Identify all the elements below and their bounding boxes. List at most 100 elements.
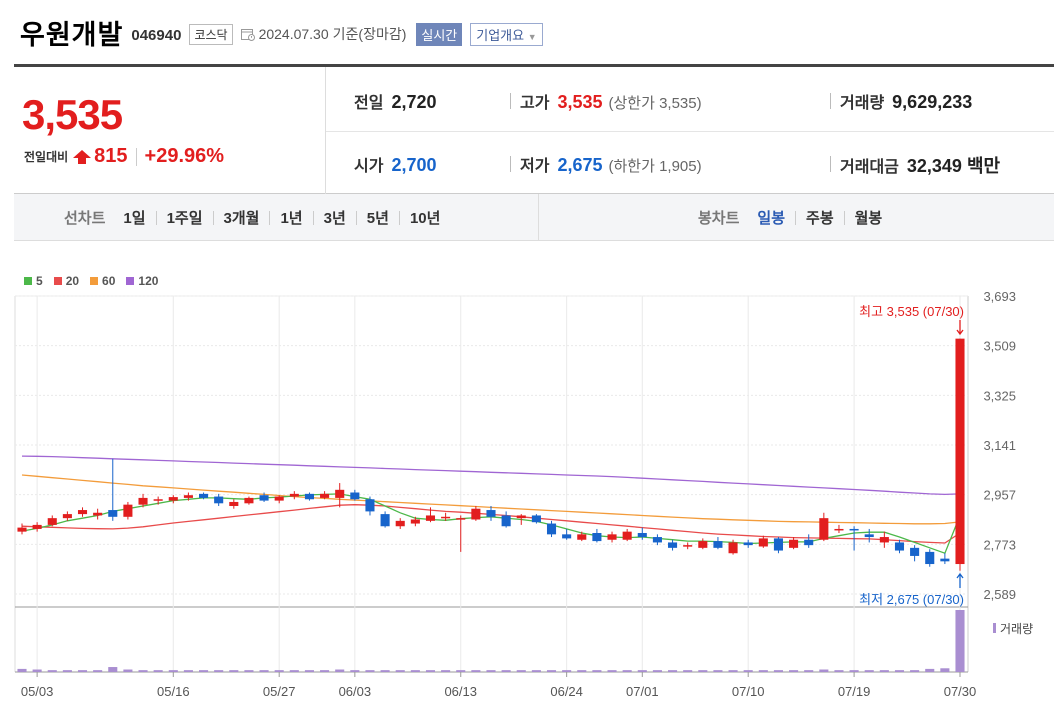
high-value: 3,535: [557, 92, 603, 112]
y-tick-label: 2,957: [983, 488, 1016, 503]
volume-bar: [274, 670, 284, 672]
tab-3y[interactable]: 3년: [323, 210, 346, 227]
candle-body: [698, 541, 708, 548]
tab-weekly[interactable]: 주봉: [806, 210, 834, 227]
upper-limit: (상한가 3,535): [608, 95, 702, 112]
tab-1y[interactable]: 1년: [280, 210, 303, 227]
volume-bar: [183, 670, 193, 672]
candle-body: [668, 542, 678, 548]
legend-swatch: [53, 277, 62, 285]
candle-body: [925, 551, 935, 565]
candle-body: [728, 542, 738, 554]
candle-body: [577, 534, 587, 540]
tab-1d[interactable]: 1일: [123, 210, 146, 227]
tab-3m[interactable]: 3개월: [223, 210, 260, 227]
candle-body: [410, 519, 420, 524]
volume-bar: [62, 670, 72, 672]
divider: [830, 156, 831, 172]
tab-daily[interactable]: 일봉: [757, 210, 786, 227]
volume-bar: [320, 670, 330, 672]
volume-bar: [955, 610, 965, 672]
legend-item: 120: [126, 274, 158, 288]
tab-1w[interactable]: 1주일: [166, 210, 203, 227]
high-label: 고가: [520, 95, 550, 112]
base-date-suffix: 기준(장마감): [332, 26, 407, 42]
legend-label: 5: [36, 274, 43, 288]
divider: [510, 156, 511, 172]
candle-body: [289, 493, 299, 497]
candle-body: [864, 534, 874, 538]
volume-bar: [456, 670, 466, 672]
volume-bar: [789, 670, 799, 672]
candle-body: [365, 499, 375, 512]
volume-bar: [940, 668, 950, 672]
volume-label: 거래량: [1000, 622, 1033, 636]
prev-label: 전일: [354, 95, 384, 112]
divider: [510, 93, 511, 109]
candle-body: [425, 515, 436, 521]
realtime-button[interactable]: 실시간: [416, 22, 463, 46]
trade-amount: 거래대금 32,349 백만: [840, 152, 1000, 178]
volume-bar: [168, 670, 178, 672]
volume-bar: [804, 670, 814, 672]
high-annotation: 최고 3,535 (07/30): [859, 304, 964, 319]
candle-body: [47, 518, 57, 525]
divider: [312, 210, 314, 225]
volume-bar: [199, 670, 209, 672]
volume-bar: [516, 670, 526, 672]
legend-label: 60: [102, 274, 116, 288]
candle-body: [471, 508, 481, 520]
y-tick-label: 2,773: [983, 537, 1016, 552]
amount-label: 거래대금: [840, 159, 899, 176]
legend-item: 60: [90, 274, 115, 288]
volume-bar: [773, 670, 783, 672]
candle-chart-label: 봉차트: [698, 210, 740, 227]
candle-body: [259, 495, 269, 501]
amount-unit: 백만: [966, 156, 1001, 176]
chart-tab-bar: 선차트 1일 1주일 3개월 1년 3년 5년 10년 봉차트 일봉 주봉 월봉: [14, 194, 1054, 241]
candle-body: [108, 510, 118, 517]
amount-value: 32,349: [906, 156, 962, 176]
volume-bar: [123, 669, 133, 672]
divider: [355, 210, 357, 225]
candle-body: [758, 538, 768, 547]
candle-body: [683, 545, 693, 547]
tab-monthly[interactable]: 월봉: [854, 210, 883, 227]
candle-body: [834, 528, 844, 531]
diff-label: 전일대비: [24, 150, 69, 164]
x-tick-label: 07/10: [732, 684, 765, 699]
volume-bar: [879, 670, 889, 672]
high-price: 고가 3,535 (상한가 3,535): [520, 89, 702, 113]
volume-bar: [819, 669, 829, 672]
volume-bar: [637, 670, 647, 672]
divider: [538, 194, 539, 240]
divider: [795, 210, 797, 225]
candle-body: [320, 493, 330, 498]
candle-body: [516, 515, 526, 519]
low-annotation: 최저 2,675 (07/30): [859, 592, 964, 607]
candle-body: [849, 528, 859, 531]
tab-5y[interactable]: 5년: [366, 210, 389, 227]
candle-body: [819, 518, 829, 540]
stock-name: 우원개발: [20, 19, 124, 50]
volume-bar: [350, 670, 360, 672]
x-tick-label: 06/24: [550, 684, 583, 699]
candle-body: [955, 338, 965, 565]
open-price: 시가 2,700: [354, 152, 437, 176]
volume-bar: [683, 670, 693, 672]
volume-bar: [622, 670, 632, 672]
candle-body: [804, 539, 814, 546]
prev-close: 전일 2,720: [354, 89, 437, 113]
tab-10y[interactable]: 10년: [409, 210, 441, 227]
arrow-up-icon: [73, 149, 92, 164]
candle-body: [531, 515, 541, 523]
candle-body: [138, 497, 148, 505]
company-overview-button[interactable]: 기업개요 ▼: [470, 22, 543, 46]
legend-item: 20: [53, 274, 79, 288]
current-price: 3,535: [22, 91, 123, 138]
volume-bar: [652, 670, 662, 672]
divider: [830, 93, 831, 109]
ma120-line: [21, 455, 961, 496]
candle-body: [62, 514, 72, 519]
legend-swatch: [90, 277, 99, 285]
